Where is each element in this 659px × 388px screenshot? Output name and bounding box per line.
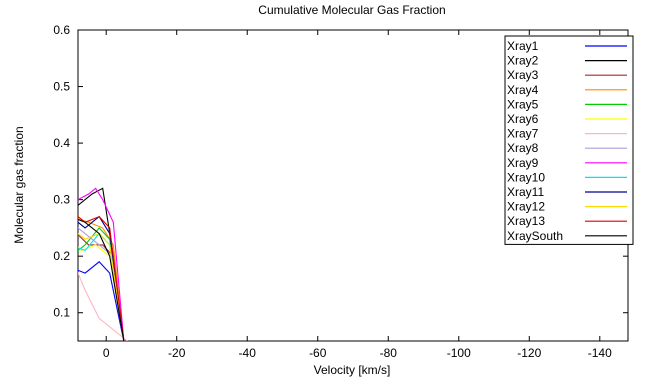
legend-label: Xray1 xyxy=(507,39,539,53)
legend-label: Xray7 xyxy=(507,127,539,141)
x-tick-label: -140 xyxy=(588,346,612,360)
chart-title: Cumulative Molecular Gas Fraction xyxy=(258,3,445,17)
legend-label: Xray5 xyxy=(507,97,539,111)
x-tick-label: 0 xyxy=(103,346,110,360)
x-tick-label: -20 xyxy=(168,346,186,360)
legend-label: Xray8 xyxy=(507,141,539,155)
series-line-xray12 xyxy=(78,232,125,341)
ticks: 0 -20 -40 -60 -80 -100 -120 -140 0.1 0.2 0.3 0.4 0.5… xyxy=(53,23,628,360)
series-line-xray8 xyxy=(78,227,125,341)
series-line-xray13 xyxy=(78,215,125,341)
series-line-xray6 xyxy=(78,244,125,341)
legend-label: Xray11 xyxy=(507,185,544,199)
legend-label: Xray6 xyxy=(507,112,539,126)
series-line-xray10 xyxy=(78,232,125,341)
y-tick-label: 0.3 xyxy=(53,193,70,207)
legend-label: Xray13 xyxy=(507,214,545,228)
series-line-xraysouth xyxy=(78,218,125,341)
legend-label: Xray4 xyxy=(507,83,539,97)
x-tick-label: -80 xyxy=(380,346,398,360)
legend-label: XraySouth xyxy=(507,229,563,243)
y-tick-label: 0.2 xyxy=(53,249,70,263)
y-tick-label: 0.4 xyxy=(53,136,70,150)
x-tick-label: -60 xyxy=(309,346,327,360)
x-tick-label: -40 xyxy=(239,346,257,360)
y-tick-label: 0.6 xyxy=(53,23,70,37)
legend-label: Xray9 xyxy=(507,156,539,170)
y-tick-label: 0.5 xyxy=(53,80,70,94)
series-line-xray11 xyxy=(78,215,125,341)
series-line-xray4 xyxy=(78,218,125,341)
legend-label: Xray3 xyxy=(507,68,539,82)
legend-label: Xray12 xyxy=(507,200,545,214)
y-tick-label: 0.1 xyxy=(53,306,70,320)
series-line-xray5 xyxy=(78,227,125,341)
legend-label: Xray2 xyxy=(507,54,539,68)
series-line-xray2 xyxy=(78,187,125,341)
series-lines xyxy=(78,187,128,341)
series-line-xray1 xyxy=(78,261,125,341)
series-line-xray7 xyxy=(78,271,128,341)
x-axis-label: Velocity [km/s] xyxy=(314,363,391,377)
legend-box xyxy=(504,35,634,245)
y-axis-label: Molecular gas fraction xyxy=(12,126,26,243)
legend: Xray1Xray2Xray3Xray4Xray5Xray6Xray7Xray8… xyxy=(504,35,634,245)
legend-label: Xray10 xyxy=(507,170,545,184)
x-tick-label: -100 xyxy=(447,346,471,360)
series-line-xray9 xyxy=(78,187,125,341)
x-tick-label: -120 xyxy=(517,346,541,360)
